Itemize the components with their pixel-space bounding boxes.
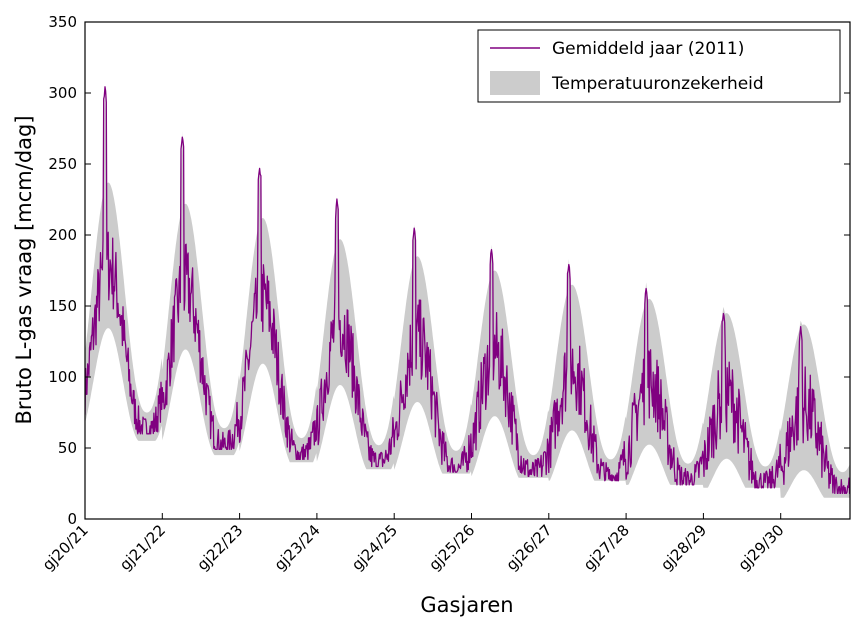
legend: Gemiddeld jaar (2011) Temperatuuronzeker… bbox=[477, 29, 841, 103]
plot-frame bbox=[84, 21, 851, 520]
y-tick-label: 0 bbox=[67, 510, 77, 528]
y-tick-label: 250 bbox=[48, 155, 77, 173]
y-tick-label: 300 bbox=[48, 84, 77, 102]
legend-label-average-year: Gemiddeld jaar (2011) bbox=[552, 39, 744, 59]
y-tick-label: 50 bbox=[58, 439, 77, 457]
y-tick-label: 350 bbox=[48, 13, 77, 31]
y-axis-title: Bruto L-gas vraag [mcm/dag] bbox=[12, 115, 36, 424]
y-tick-label: 150 bbox=[48, 297, 77, 315]
y-tick-label: 100 bbox=[48, 368, 77, 386]
y-axis: 0 50 100 150 200 250 300 350 bbox=[48, 13, 850, 528]
y-tick-label: 200 bbox=[48, 226, 77, 244]
x-axis-title: Gasjaren bbox=[420, 593, 513, 617]
legend-label-uncertainty: Temperatuuronzekerheid bbox=[551, 74, 764, 94]
plot-area bbox=[85, 86, 850, 498]
average-year-line bbox=[85, 86, 850, 495]
legend-band-swatch bbox=[490, 71, 540, 95]
